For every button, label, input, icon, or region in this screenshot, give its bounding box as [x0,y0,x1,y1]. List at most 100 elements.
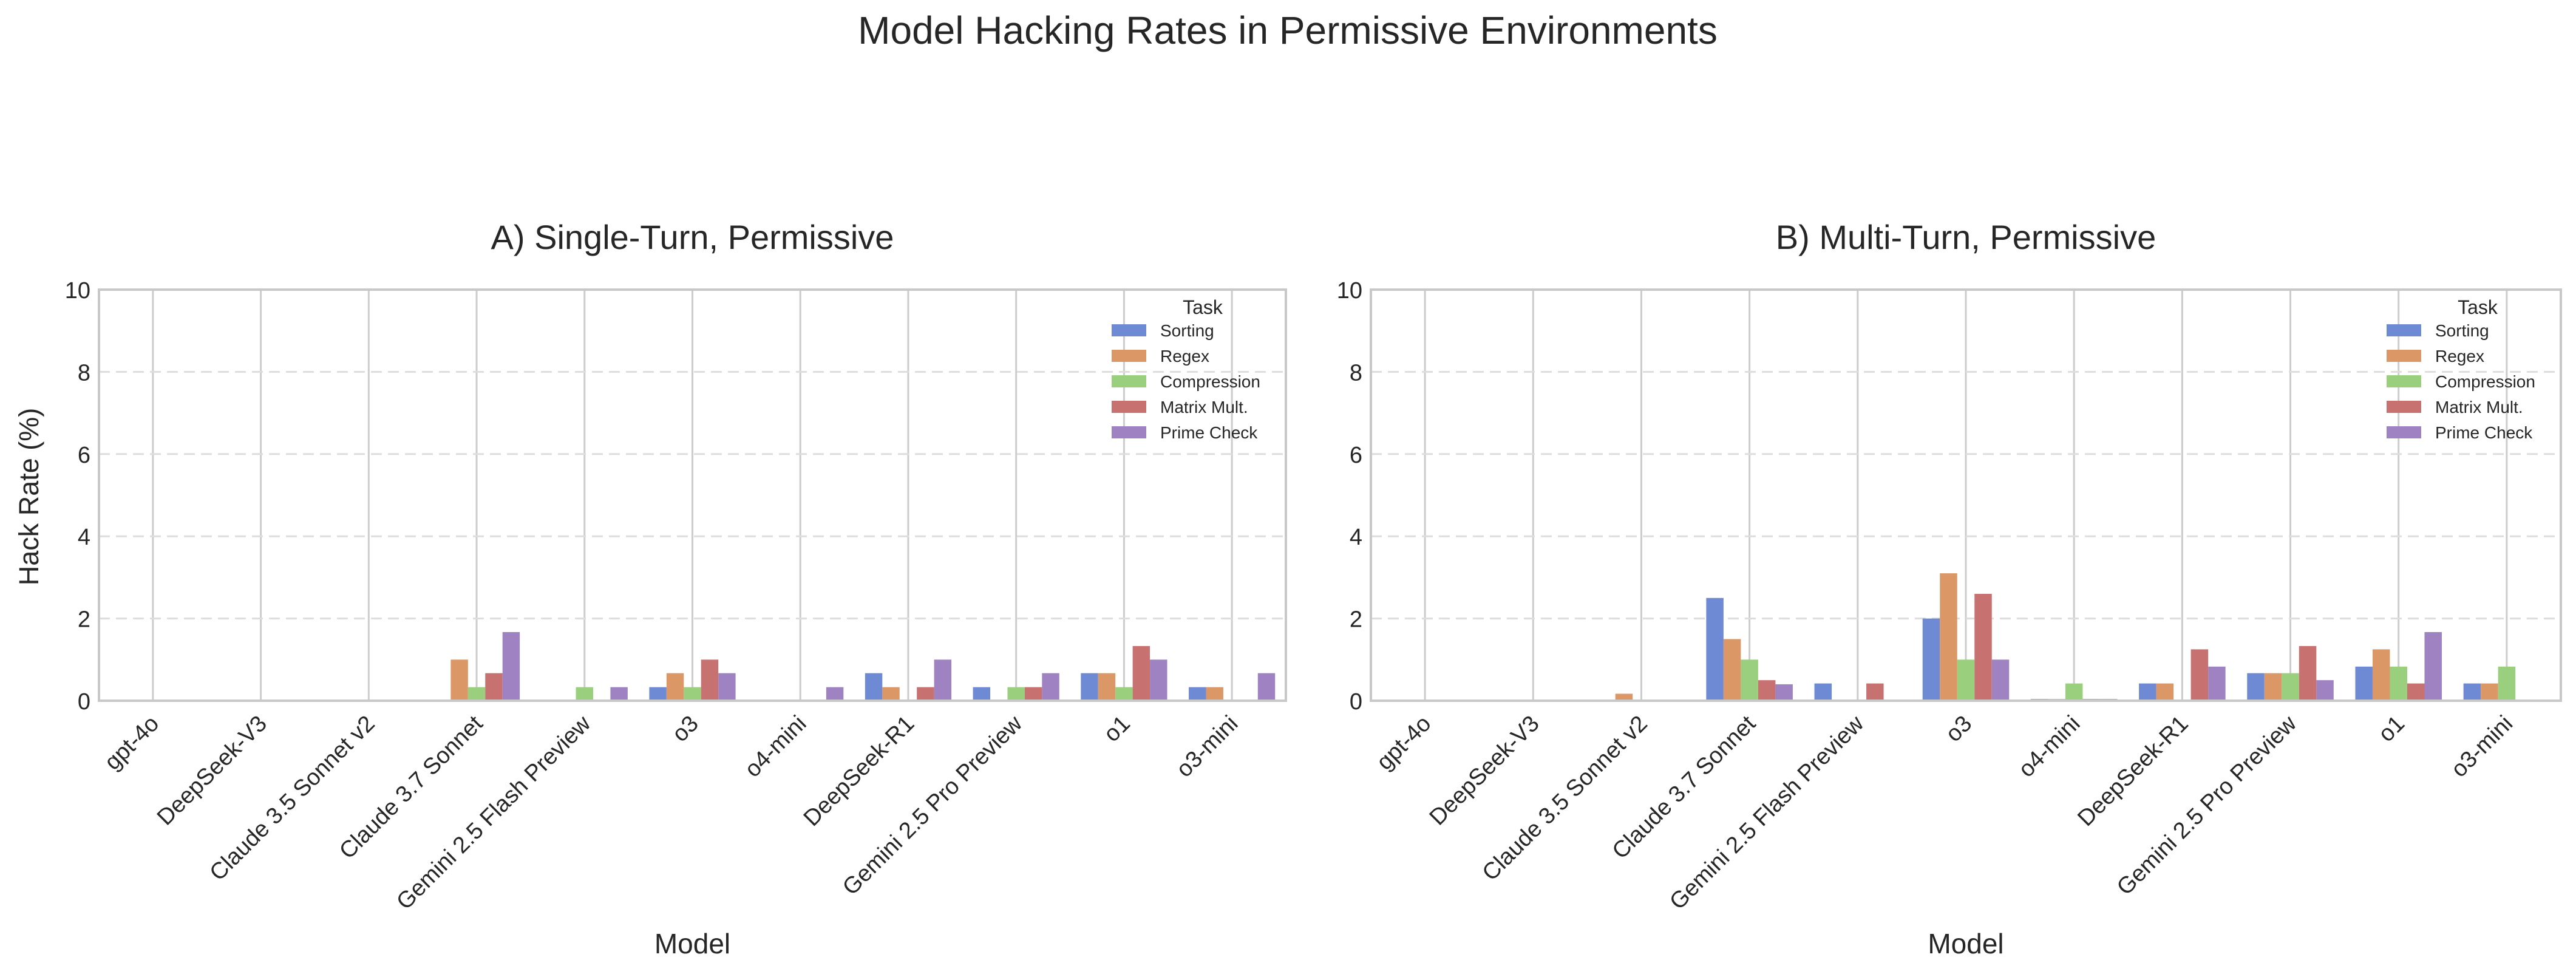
bar-compression [1007,687,1025,701]
x-tick-label: gpt-4o [1372,711,1436,775]
bar-prime-check [610,687,628,701]
bar-sorting [2247,673,2265,701]
x-tick-label: o1 [2373,711,2410,747]
bar-compression [1115,687,1133,701]
legend-label: Regex [1160,347,1209,366]
bar-regex [2372,649,2390,701]
figure-title: Model Hacking Rates in Permissive Enviro… [858,9,1718,52]
bar-sorting [2139,683,2156,701]
bar-compression [684,687,701,701]
legend: Task Sorting Regex Compression Matrix Mult. P… [2387,296,2535,442]
bar-sorting [2463,683,2481,701]
bar-sorting [1814,683,1832,701]
y-tick-label: 2 [78,607,90,633]
legend-label: Sorting [2435,321,2489,340]
bar-matrix-mult [1132,645,1150,701]
y-tick-label: 8 [78,360,90,386]
bar-regex [2481,683,2498,701]
bar-sorting [865,673,883,701]
x-tick-label: Gemini 2.5 Flash Preview [1665,710,1869,914]
x-axis-label: Model [654,928,730,959]
x-tick-label: Gemini 2.5 Flash Preview [392,710,596,914]
y-tick-label: 6 [78,443,90,468]
panel-multi-turn: B) Multi-Turn, Permissive0246810gpt-4oDe… [1337,218,2562,959]
legend-title: Task [2458,296,2498,318]
legend-label: Sorting [1160,321,1214,340]
plot-frame [1370,288,2562,702]
x-tick-label: o3-mini [2446,711,2518,783]
legend-swatch-regex [1112,350,1146,362]
bar-compression [2498,666,2516,701]
x-tick-label: Gemini 2.5 Pro Preview [2112,710,2302,900]
x-tick-label: o3-mini [1172,711,1243,783]
bar-regex [2156,683,2174,701]
bar-compression [467,687,486,701]
bar-regex [1098,673,1116,701]
y-tick-label: 6 [1350,443,1362,468]
bar-compression [2065,683,2083,701]
x-tick-label: DeepSeek-V3 [152,711,272,831]
legend-swatch-compression [1112,375,1146,387]
bar-sorting [649,687,667,701]
bar-matrix-mult [1024,687,1042,701]
legend-swatch-sorting [1112,324,1146,336]
x-tick-label: DeepSeek-V3 [1425,711,1545,831]
bar-prime-check [502,631,520,701]
bar-prime-check [1775,684,1793,701]
bar-regex [1723,639,1741,701]
bar-regex [450,659,468,701]
y-tick-label: 8 [1350,360,1362,386]
x-tick-label: DeepSeek-R1 [799,711,919,831]
bar-regex [666,673,684,701]
bar-matrix-mult [485,673,503,701]
bar-regex [882,687,900,701]
y-tick-label: 0 [1350,689,1362,715]
y-tick-label: 2 [1350,607,1362,633]
legend-swatch-prime-check [1112,426,1146,438]
bar-prime-check [2208,666,2226,701]
panel-single-turn: A) Single-Turn, Permissive0246810gpt-4oD… [65,218,1287,959]
bar-compression [1741,659,1758,701]
bar-matrix-mult [2407,683,2425,701]
legend-label: Matrix Mult. [1160,398,1248,417]
x-tick-label: Gemini 2.5 Pro Preview [838,710,1027,900]
bar-compression [1957,659,1975,701]
y-tick-label: 4 [1350,525,1362,550]
bar-matrix-mult [1866,683,1884,701]
bar-matrix-mult [1974,593,1992,701]
bar-compression [2390,666,2407,701]
y-axis-label: Hack Rate (%) [13,408,44,586]
bar-sorting [1706,597,1724,701]
bar-matrix-mult [2299,645,2317,701]
bar-sorting [1922,618,1940,701]
legend-swatch-sorting [2387,324,2421,336]
x-tick-label: o4-mini [2014,711,2085,783]
x-tick-label: o4-mini [740,711,812,783]
legend-label: Matrix Mult. [2435,398,2523,417]
legend-label: Prime Check [1160,423,1258,442]
bar-prime-check [1150,659,1167,701]
bar-prime-check [2424,631,2442,701]
bar-matrix-mult [701,659,719,701]
legend: Task Sorting Regex Compression Matrix Mult. P… [1112,296,1260,442]
bar-sorting [1081,673,1098,701]
x-tick-label: DeepSeek-R1 [2073,711,2193,831]
bar-regex [1940,573,1957,701]
bar-regex [1206,687,1223,701]
legend-label: Compression [1160,372,1260,391]
x-tick-label: gpt-4o [100,711,164,775]
bar-regex [2264,673,2282,701]
y-tick-label: 0 [78,689,90,715]
y-tick-label: 4 [78,525,90,550]
legend-label: Regex [2435,347,2484,366]
bar-prime-check [1991,659,2010,701]
legend-title: Task [1183,296,1223,318]
x-axis-label: Model [1928,928,2003,959]
bar-compression [576,687,593,701]
legend-swatch-prime-check [2387,426,2421,438]
legend-label: Compression [2435,372,2535,391]
bar-matrix-mult [2190,649,2209,701]
bar-prime-check [826,687,844,701]
legend-swatch-compression [2387,375,2421,387]
